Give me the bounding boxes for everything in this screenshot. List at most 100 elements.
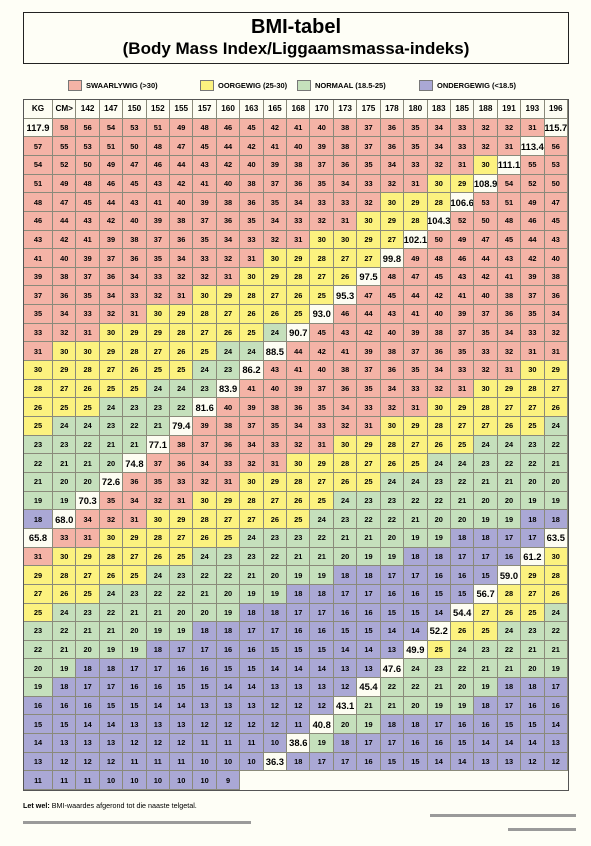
bmi-cell: 31 bbox=[497, 361, 522, 380]
bmi-cell: 23 bbox=[170, 566, 194, 585]
height-header: 152 bbox=[146, 100, 171, 119]
bmi-cell: 26 bbox=[123, 361, 147, 380]
bmi-cell: 11 bbox=[193, 734, 217, 753]
bmi-cell: 32 bbox=[544, 323, 568, 343]
bmi-cell: 36 bbox=[544, 286, 568, 306]
bmi-cell: 29 bbox=[287, 249, 311, 268]
bmi-cell: 34 bbox=[497, 323, 522, 343]
bmi-cell: 49 bbox=[521, 193, 545, 212]
bmi-cell: 34 bbox=[427, 118, 451, 138]
bmi-cell: 36 bbox=[333, 155, 358, 175]
bmi-cell: 15 bbox=[497, 715, 522, 735]
bmi-cell: 53 bbox=[474, 193, 498, 212]
bmi-cell: 13 bbox=[474, 752, 498, 772]
bmi-cell: 30 bbox=[193, 286, 217, 306]
bmi-cell: 15 bbox=[99, 696, 124, 716]
bmi-cell: 14 bbox=[497, 734, 522, 753]
bmi-cell: 28 bbox=[474, 398, 498, 418]
bmi-cell: 32 bbox=[53, 323, 77, 343]
bmi-cell: 20 bbox=[333, 715, 358, 735]
bmi-cell: 33 bbox=[310, 193, 334, 212]
bmi-cell: 20 bbox=[123, 622, 147, 641]
bmi-cell: 28 bbox=[240, 286, 264, 306]
bmi-cell: 35 bbox=[450, 342, 475, 362]
height-header: 150 bbox=[123, 100, 147, 119]
bmi-cell: 21 bbox=[193, 584, 217, 604]
bmi-cell: 12 bbox=[263, 715, 288, 735]
bmi-cell: 30 bbox=[333, 230, 358, 250]
footnote-bold: Let wel: bbox=[23, 801, 50, 810]
bmi-cell: 38 bbox=[333, 361, 358, 380]
bmi-cell: 23 bbox=[263, 528, 288, 548]
height-header: 142 bbox=[76, 100, 100, 119]
bmi-cell: 34 bbox=[123, 267, 147, 287]
bmi-cell: 21 bbox=[427, 678, 451, 697]
bmi-cell: 35 bbox=[310, 398, 334, 418]
bmi-cell: 21 bbox=[474, 472, 498, 492]
bmi-cell: 36 bbox=[53, 286, 77, 306]
footer-rule-right-bottom bbox=[508, 828, 576, 831]
bmi-cell: 21 bbox=[357, 696, 381, 716]
bmi-cell: 40 bbox=[544, 249, 568, 268]
bmi-cell: 29 bbox=[263, 267, 288, 287]
bmi-cell: 41 bbox=[263, 137, 288, 156]
bmi-cell: 17 bbox=[404, 566, 428, 585]
bmi-cell: 31 bbox=[216, 472, 241, 492]
bmi-cell: 48 bbox=[24, 193, 53, 212]
bmi-cell: 22 bbox=[544, 622, 568, 641]
height-header: 183 bbox=[427, 100, 451, 119]
bmi-cell: 32 bbox=[287, 435, 311, 455]
bmi-cell: 20 bbox=[450, 510, 475, 529]
bmi-cell: 14 bbox=[99, 715, 124, 735]
bmi-cell: 16 bbox=[474, 715, 498, 735]
bmi-cell: 38 bbox=[53, 267, 77, 287]
bmi-cell: 10 bbox=[216, 752, 241, 772]
bmi-cell: 42 bbox=[99, 211, 124, 231]
bmi-cell: 11 bbox=[53, 771, 77, 790]
bmi-cell: 32 bbox=[427, 379, 451, 399]
bmi-cell: 29 bbox=[380, 211, 405, 231]
bmi-cell: 24 bbox=[450, 454, 475, 473]
bmi-cell: 52 bbox=[450, 211, 475, 231]
bmi-cell: 38 bbox=[333, 118, 358, 138]
bmi-cell: 22 bbox=[263, 547, 288, 567]
bmi-cell: 26 bbox=[240, 305, 264, 324]
bmi-cell: 41 bbox=[404, 305, 428, 324]
bmi-cell: 14 bbox=[380, 622, 405, 641]
bmi-cell: 47 bbox=[544, 193, 568, 212]
bmi-cell: 13 bbox=[287, 678, 311, 697]
bmi-cell: 33 bbox=[76, 305, 100, 324]
legend-label: NORMAAL (18.5-25) bbox=[315, 80, 386, 90]
bmi-cell: 31 bbox=[450, 155, 475, 175]
bmi-cell: 38 bbox=[170, 435, 194, 455]
bmi-cell: 16 bbox=[333, 603, 358, 623]
bmi-cell: 25 bbox=[193, 342, 217, 362]
bmi-cell: 13 bbox=[193, 696, 217, 716]
bmi-cell: 14 bbox=[310, 659, 334, 679]
bmi-cell: 33 bbox=[450, 118, 475, 138]
bmi-cell: 32 bbox=[216, 249, 241, 268]
bmi-cell: 22 bbox=[380, 510, 405, 529]
bmi-cell: 26 bbox=[333, 267, 358, 287]
bmi-cell: 17 bbox=[474, 547, 498, 567]
bmi-cell: 35 bbox=[193, 230, 217, 250]
bmi-cell: 26 bbox=[193, 528, 217, 548]
legend-label: OORGEWIG (25-30) bbox=[218, 80, 288, 90]
bmi-cell: 30 bbox=[240, 472, 264, 492]
bmi-cell: 33 bbox=[450, 361, 475, 380]
bmi-cell: 34 bbox=[380, 379, 405, 399]
bmi-cell: 54 bbox=[497, 174, 522, 194]
weight-label: 95.3 bbox=[333, 286, 358, 306]
bmi-cell: 22 bbox=[123, 417, 147, 436]
bmi-cell: 18 bbox=[544, 510, 568, 529]
bmi-cell: 23 bbox=[193, 379, 217, 399]
bmi-cell: 26 bbox=[450, 622, 475, 641]
bmi-cell: 42 bbox=[263, 118, 288, 138]
bmi-cell: 16 bbox=[170, 659, 194, 679]
bmi-cell: 29 bbox=[450, 174, 475, 194]
bmi-cell: 45 bbox=[380, 286, 405, 306]
bmi-cell: 30 bbox=[240, 267, 264, 287]
bmi-cell: 28 bbox=[287, 267, 311, 287]
bmi-cell: 24 bbox=[404, 472, 428, 492]
weight-label: 115.7 bbox=[544, 118, 568, 138]
